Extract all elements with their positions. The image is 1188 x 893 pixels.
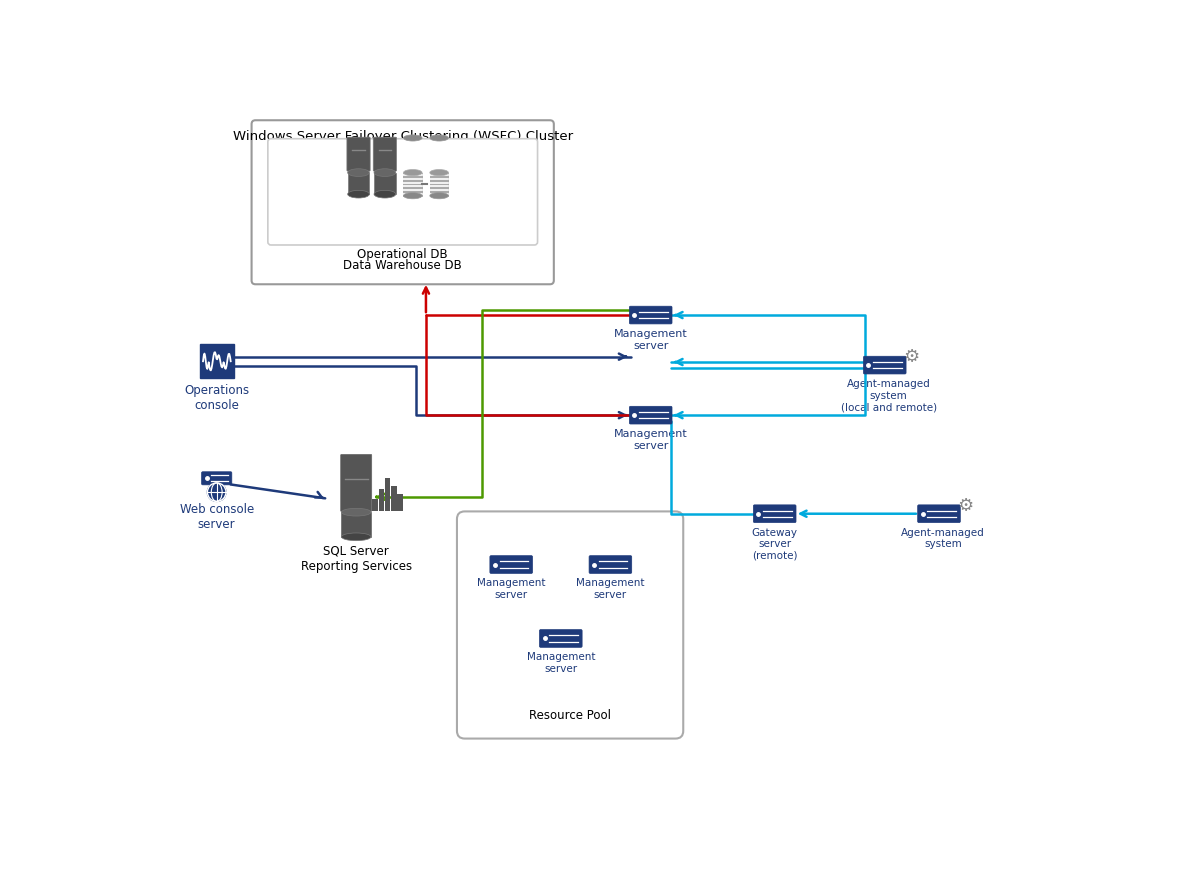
- FancyBboxPatch shape: [267, 138, 537, 245]
- FancyBboxPatch shape: [347, 138, 371, 171]
- Ellipse shape: [374, 190, 396, 198]
- FancyBboxPatch shape: [489, 555, 532, 573]
- Text: Gateway
server
(remote): Gateway server (remote): [752, 528, 797, 561]
- FancyBboxPatch shape: [630, 406, 672, 424]
- Text: Management
server: Management server: [476, 579, 545, 600]
- Bar: [404, 172, 422, 196]
- Text: Operational DB: Operational DB: [358, 248, 448, 261]
- Ellipse shape: [341, 533, 371, 540]
- Bar: [373, 499, 378, 511]
- Text: ⚙: ⚙: [958, 497, 973, 515]
- Bar: [391, 486, 397, 511]
- Text: Resource Pool: Resource Pool: [529, 709, 611, 722]
- FancyBboxPatch shape: [917, 505, 960, 522]
- Bar: [348, 172, 369, 194]
- Text: Agent-managed
system
(local and remote): Agent-managed system (local and remote): [841, 379, 936, 413]
- FancyBboxPatch shape: [373, 138, 397, 171]
- Text: Management
server: Management server: [526, 652, 595, 674]
- Text: Web console
server: Web console server: [179, 503, 254, 531]
- FancyBboxPatch shape: [341, 455, 372, 512]
- Ellipse shape: [341, 508, 371, 516]
- Text: ⚙: ⚙: [903, 348, 920, 366]
- FancyBboxPatch shape: [200, 345, 234, 379]
- FancyBboxPatch shape: [252, 121, 554, 284]
- Text: Data Warehouse DB: Data Warehouse DB: [343, 259, 462, 271]
- Ellipse shape: [404, 193, 422, 199]
- Text: Management
server: Management server: [614, 429, 688, 451]
- Ellipse shape: [404, 170, 422, 176]
- Bar: [430, 172, 448, 196]
- Text: Agent-managed
system: Agent-managed system: [901, 528, 985, 549]
- Bar: [341, 513, 371, 537]
- Text: Operations
console: Operations console: [184, 384, 249, 412]
- Text: SQL Server
Reporting Services: SQL Server Reporting Services: [301, 545, 412, 572]
- Ellipse shape: [430, 193, 448, 199]
- FancyBboxPatch shape: [457, 512, 683, 739]
- Ellipse shape: [374, 169, 396, 177]
- Bar: [397, 494, 403, 511]
- Ellipse shape: [430, 135, 448, 141]
- Ellipse shape: [348, 169, 369, 177]
- FancyBboxPatch shape: [753, 505, 796, 522]
- Bar: [379, 489, 384, 511]
- FancyBboxPatch shape: [589, 555, 632, 573]
- Bar: [374, 172, 396, 194]
- Text: Management
server: Management server: [576, 579, 645, 600]
- FancyBboxPatch shape: [864, 356, 906, 374]
- FancyBboxPatch shape: [539, 630, 582, 647]
- Bar: [385, 479, 391, 511]
- FancyBboxPatch shape: [630, 306, 672, 324]
- Text: Management
server: Management server: [614, 329, 688, 351]
- Ellipse shape: [348, 190, 369, 198]
- Circle shape: [208, 483, 226, 501]
- FancyBboxPatch shape: [202, 472, 232, 485]
- Text: Windows Server Failover Clustering (WSFC) Cluster: Windows Server Failover Clustering (WSFC…: [233, 129, 573, 143]
- Ellipse shape: [404, 135, 422, 141]
- Ellipse shape: [430, 170, 448, 176]
